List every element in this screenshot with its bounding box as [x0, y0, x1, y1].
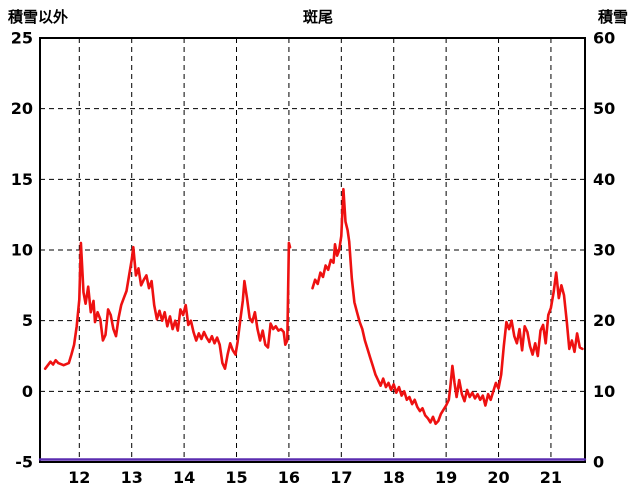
x-tick-label: 18	[383, 468, 405, 487]
chart-title: 斑尾	[302, 8, 334, 26]
right-tick-label: 20	[593, 311, 615, 330]
x-tick-label: 15	[225, 468, 247, 487]
x-tick-label: 20	[487, 468, 509, 487]
x-tick-label: 14	[173, 468, 195, 487]
x-tick-label: 21	[540, 468, 562, 487]
right-tick-label: 0	[593, 453, 604, 472]
plot-border	[39, 37, 586, 463]
x-tick-label: 16	[278, 468, 300, 487]
x-tick-label: 19	[435, 468, 457, 487]
left-axis-title: 積雪以外	[8, 8, 69, 26]
left-tick-label: 20	[11, 99, 33, 118]
right-tick-label: 50	[593, 99, 615, 118]
right-axis-title: 積雪	[597, 8, 628, 26]
left-tick-label: 5	[22, 311, 33, 330]
x-tick-label: 13	[121, 468, 143, 487]
right-tick-label: 40	[593, 170, 615, 189]
left-tick-label: 15	[11, 170, 33, 189]
right-tick-label: 60	[593, 29, 615, 48]
right-tick-label: 30	[593, 241, 615, 260]
left-tick-label: 25	[11, 29, 33, 48]
right-tick-label: 10	[593, 382, 615, 401]
x-tick-label: 12	[68, 468, 90, 487]
left-tick-label: -5	[15, 453, 33, 472]
series-main	[43, 241, 292, 371]
left-tick-label: 0	[22, 382, 33, 401]
x-tick-label: 17	[330, 468, 352, 487]
left-tick-label: 10	[11, 241, 33, 260]
series-main	[311, 187, 584, 426]
